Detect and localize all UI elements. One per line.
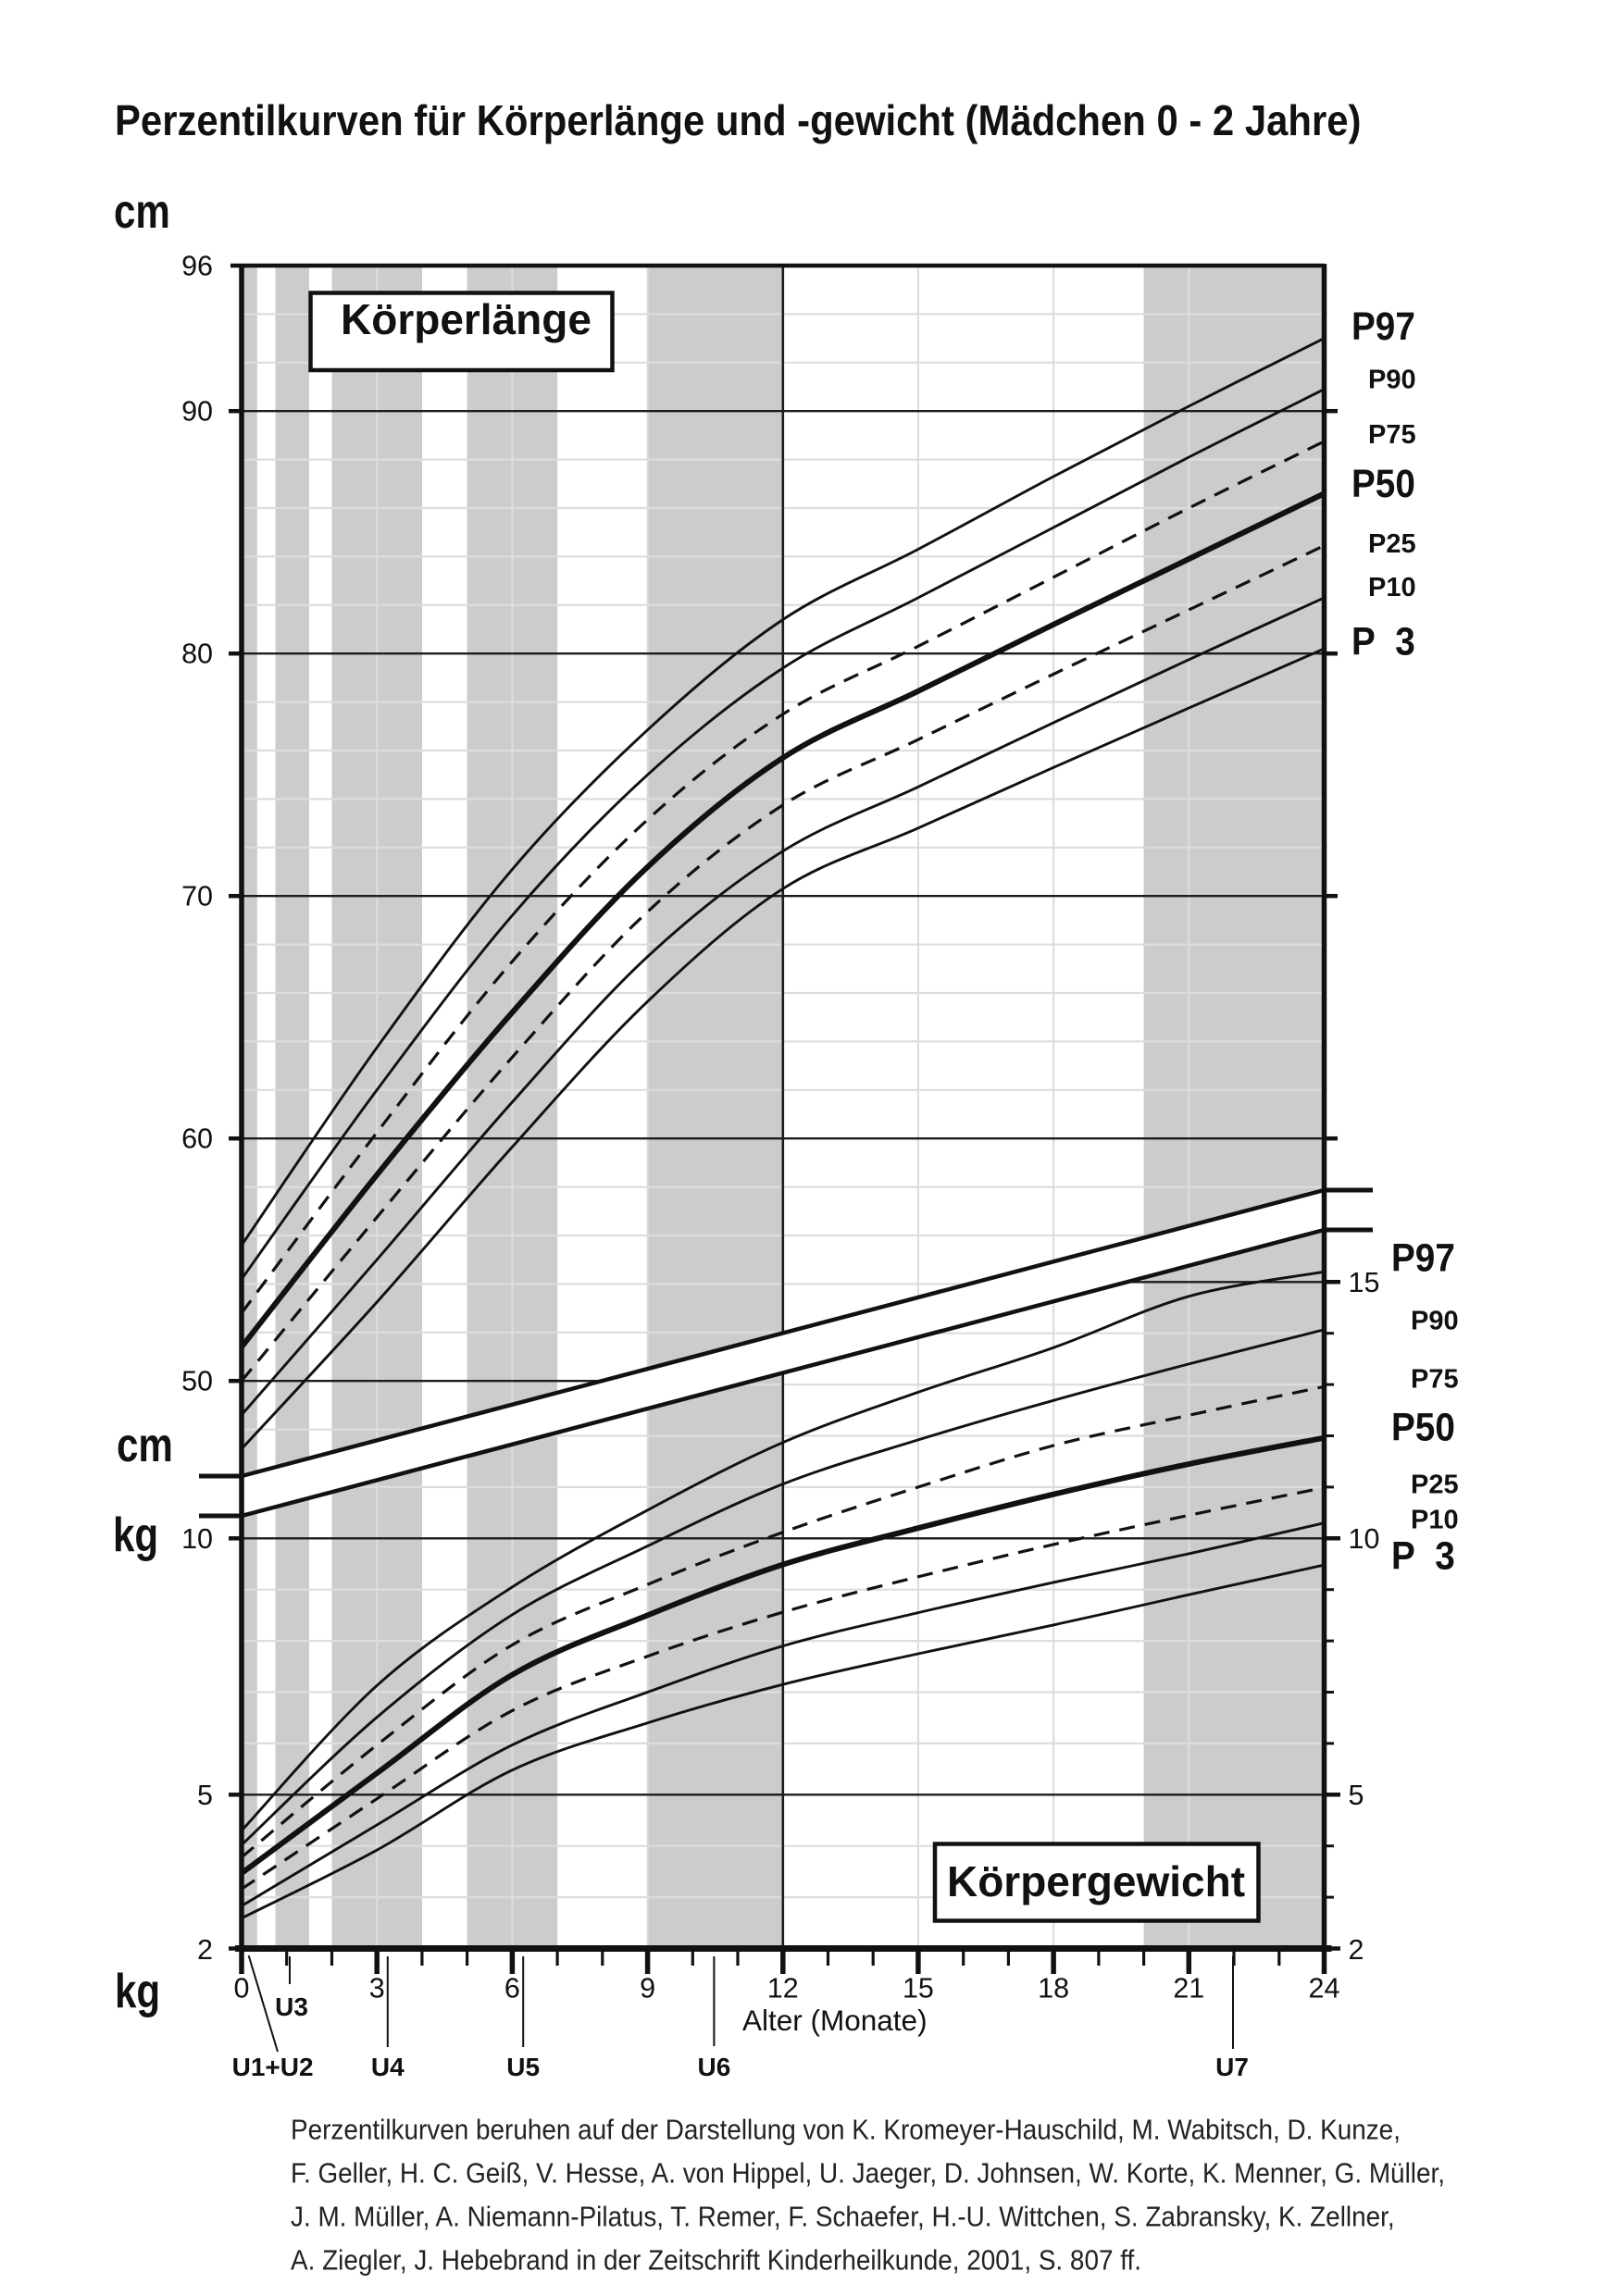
svg-text:U7: U7 [1215, 2053, 1249, 2081]
svg-text:9: 9 [640, 1973, 655, 2004]
svg-text:3: 3 [369, 1973, 385, 2004]
svg-text:10: 10 [181, 1523, 213, 1555]
svg-text:cm: cm [117, 1419, 173, 1472]
svg-text:15: 15 [1349, 1267, 1380, 1298]
svg-text:A. Ziegler, J. Hebebrand in de: A. Ziegler, J. Hebebrand in der Zeitschr… [291, 2244, 1141, 2277]
svg-text:Körpergewicht: Körpergewicht [947, 1857, 1245, 1905]
svg-text:Körperlänge: Körperlänge [341, 295, 592, 343]
svg-text:F. Geller, H. C. Geiß, V. Hess: F. Geller, H. C. Geiß, V. Hesse, A. von … [291, 2157, 1445, 2190]
svg-text:18: 18 [1038, 1973, 1069, 2004]
svg-text:21: 21 [1173, 1973, 1204, 2004]
svg-text:15: 15 [903, 1973, 934, 2004]
svg-text:60: 60 [181, 1123, 213, 1155]
svg-text:U6: U6 [698, 2053, 731, 2081]
svg-text:P10: P10 [1368, 573, 1416, 602]
svg-text:P75: P75 [1411, 1365, 1459, 1395]
svg-text:P10: P10 [1411, 1506, 1459, 1535]
svg-text:96: 96 [181, 251, 213, 282]
svg-text:U1+U2: U1+U2 [232, 2053, 314, 2081]
svg-text:12: 12 [767, 1973, 799, 2004]
svg-text:P25: P25 [1411, 1471, 1459, 1500]
svg-text:90: 90 [181, 396, 213, 428]
svg-text:P97: P97 [1391, 1235, 1455, 1280]
svg-text:J. M. Müller, A. Niemann-Pilat: J. M. Müller, A. Niemann-Pilatus, T. Rem… [291, 2201, 1395, 2233]
svg-text:5: 5 [1349, 1780, 1364, 1811]
svg-text:70: 70 [181, 881, 213, 912]
svg-text:cm: cm [114, 185, 170, 239]
svg-text:50: 50 [181, 1366, 213, 1397]
svg-text:P50: P50 [1391, 1405, 1455, 1449]
svg-text:Perzentilkurven beruhen auf de: Perzentilkurven beruhen auf der Darstell… [291, 2114, 1401, 2146]
svg-text:10: 10 [1349, 1523, 1380, 1555]
svg-text:6: 6 [504, 1973, 520, 2004]
svg-text:P97: P97 [1351, 304, 1415, 348]
svg-text:5: 5 [197, 1780, 213, 1811]
svg-text:24: 24 [1309, 1973, 1340, 2004]
svg-text:P25: P25 [1368, 529, 1416, 559]
svg-text:P90: P90 [1411, 1307, 1459, 1336]
svg-text:kg: kg [113, 1508, 158, 1562]
svg-text:P90: P90 [1368, 366, 1416, 395]
svg-text:0: 0 [234, 1973, 250, 2004]
svg-text:U4: U4 [371, 2053, 405, 2081]
svg-text:U5: U5 [506, 2053, 540, 2081]
svg-text:P75: P75 [1368, 420, 1416, 450]
svg-text:U3: U3 [275, 1992, 308, 2021]
svg-text:P 3: P 3 [1351, 619, 1415, 664]
svg-text:80: 80 [181, 639, 213, 670]
svg-text:2: 2 [197, 1934, 213, 1966]
svg-text:P50: P50 [1351, 461, 1415, 505]
svg-text:Perzentilkurven für Körperläng: Perzentilkurven für Körperlänge und -gew… [115, 97, 1361, 144]
svg-text:2: 2 [1349, 1934, 1364, 1966]
svg-text:P 3: P 3 [1391, 1533, 1455, 1578]
svg-text:kg: kg [115, 1965, 160, 2018]
svg-text:Alter (Monate): Alter (Monate) [742, 2004, 928, 2037]
